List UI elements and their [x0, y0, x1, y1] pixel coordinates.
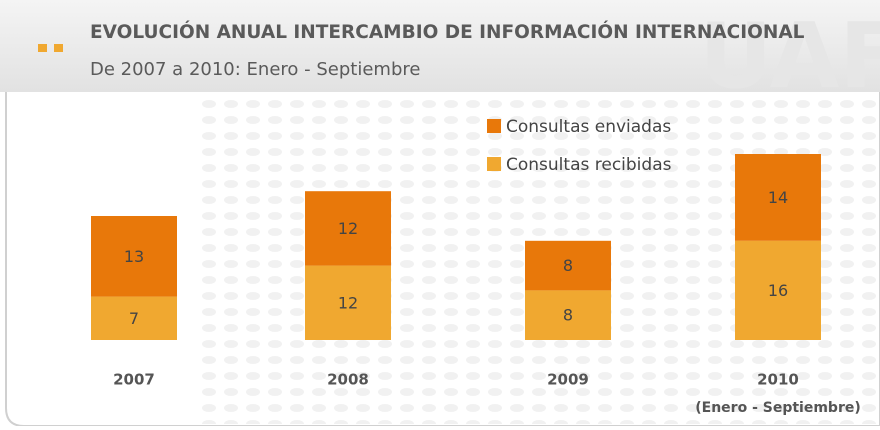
data-label: 14 [768, 188, 788, 207]
bar-segment [525, 290, 611, 340]
data-label: 13 [124, 247, 144, 266]
header-icon [38, 44, 47, 52]
data-label: 8 [563, 306, 573, 325]
data-label: 8 [563, 256, 573, 275]
legend-label: Consultas recibidas [506, 155, 672, 175]
bar-segment [525, 240, 611, 291]
chart-title: EVOLUCIÓN ANUAL INTERCAMBIO DE INFORMACI… [90, 21, 805, 43]
legend-swatch [487, 157, 501, 171]
header [0, 0, 880, 92]
legend-swatch [487, 119, 501, 133]
x-tick-note: (Enero - Septiembre) [695, 400, 861, 416]
chart-subtitle: De 2007 a 2010: Enero - Septiembre [90, 59, 420, 80]
x-tick-label: 2007 [113, 371, 155, 389]
bar-segment [305, 191, 391, 266]
bar-segment [305, 265, 391, 340]
header-icon [54, 44, 63, 52]
data-label: 12 [338, 219, 358, 238]
bar-segment [91, 216, 177, 297]
x-tick-label: 2010 [757, 371, 799, 389]
watermark: UAF [699, 4, 880, 109]
bar-segment [91, 296, 177, 340]
bar-segment [735, 154, 821, 241]
x-tick-label: 2008 [327, 371, 369, 389]
bar-segment [735, 240, 821, 340]
x-tick-label: 2009 [547, 371, 589, 389]
legend-label: Consultas enviadas [506, 117, 671, 137]
data-label: 12 [338, 293, 358, 312]
data-label: 16 [768, 281, 788, 300]
data-label: 7 [129, 309, 139, 328]
